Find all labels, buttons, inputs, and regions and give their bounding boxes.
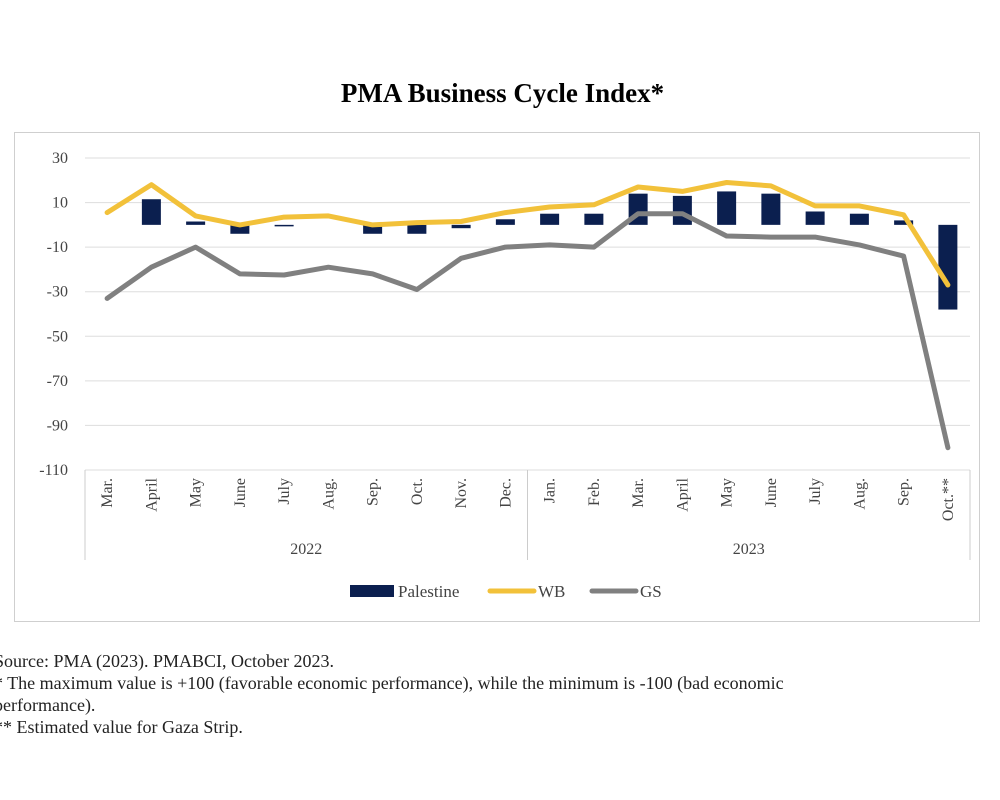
x-year-label: 2022: [290, 541, 322, 558]
bar-palestine: [849, 213, 869, 225]
bar-palestine: [186, 221, 206, 225]
bar-palestine: [672, 195, 692, 225]
chart-svg: 30 10 -10 -30 -50 -70 -90 -110 2022 2023 Mar. Apri…: [39, 150, 971, 601]
chart-frame: [14, 132, 980, 622]
y-tick-label: -30: [47, 284, 68, 301]
line-series: [104, 180, 951, 451]
y-tick-label: -10: [47, 239, 68, 256]
legend-label-wb: WB: [538, 582, 565, 601]
y-tick-label: -50: [47, 328, 68, 345]
line-gs: [104, 211, 951, 451]
legend-label-gs: GS: [640, 582, 662, 601]
source-note: Source: PMA (2023). PMABCI, October 2023…: [0, 651, 334, 671]
bar-palestine: [540, 213, 560, 225]
y-tick-label: 10: [52, 195, 68, 212]
bar-palestine: [363, 224, 383, 234]
x-tick-label: Oct.: [409, 478, 426, 505]
grid-lines: [85, 157, 970, 471]
x-tick-label: Dec.: [497, 478, 514, 508]
chart-title: PMA Business Cycle Index*: [340, 78, 665, 108]
footnote-estimate: ** Estimated value for Gaza Strip.: [0, 717, 243, 737]
bar-palestine: [230, 224, 250, 234]
x-tick-label: Feb.: [586, 478, 603, 506]
y-tick-label: -110: [39, 462, 68, 479]
bar-palestine: [938, 224, 958, 310]
x-tick-label: Aug.: [320, 478, 337, 510]
bar-palestine: [805, 211, 825, 225]
legend-label-palestine: Palestine: [398, 582, 459, 601]
x-tick-label: Nov.: [453, 478, 470, 509]
x-tick-label: Sep.: [365, 478, 382, 506]
bar-palestine: [761, 193, 781, 225]
line-wb: [104, 180, 951, 288]
bar-series-palestine: [141, 191, 958, 310]
bar-palestine: [141, 199, 161, 225]
y-axis: 30 10 -10 -30 -50 -70 -90 -110: [39, 150, 68, 479]
footnote-max-min: * The maximum value is +100 (favorable e…: [0, 673, 784, 693]
x-tick-label: April: [143, 477, 160, 511]
x-axis: 2022 2023 Mar. April May June July Aug. Sep. Oct.…: [84, 470, 971, 560]
bar-palestine: [894, 220, 914, 225]
x-tick-label: July: [276, 478, 293, 505]
bar-palestine: [495, 219, 515, 225]
x-tick-label: Mar.: [99, 478, 116, 508]
legend-swatch-palestine: [350, 585, 394, 597]
x-tick-label: Aug.: [851, 478, 868, 510]
y-tick-label: -90: [47, 417, 68, 434]
y-tick-label: 30: [52, 150, 68, 167]
x-tick-label: Mar.: [630, 478, 647, 508]
bar-palestine: [717, 191, 737, 225]
bar-palestine: [274, 224, 294, 227]
x-tick-label: June: [763, 478, 780, 507]
chart-notes: Source: PMA (2023). PMABCI, October 2023…: [0, 650, 1000, 738]
x-tick-label: Sep.: [896, 478, 913, 506]
x-tick-label: June: [232, 478, 249, 507]
bar-palestine: [451, 224, 471, 229]
x-tick-label: July: [807, 478, 824, 505]
x-year-label: 2023: [733, 541, 765, 558]
footnote-max-min-continued: performance).: [0, 695, 96, 715]
x-tick-label: May: [719, 478, 736, 507]
x-tick-label: May: [188, 478, 205, 507]
x-tick-label: Oct.**: [940, 478, 957, 521]
bar-palestine: [584, 213, 604, 225]
y-tick-label: -70: [47, 373, 68, 390]
bar-palestine: [407, 224, 427, 234]
legend: Palestine WB GS: [350, 582, 662, 601]
x-tick-label: April: [674, 477, 691, 511]
x-tick-label: Jan.: [542, 478, 559, 503]
